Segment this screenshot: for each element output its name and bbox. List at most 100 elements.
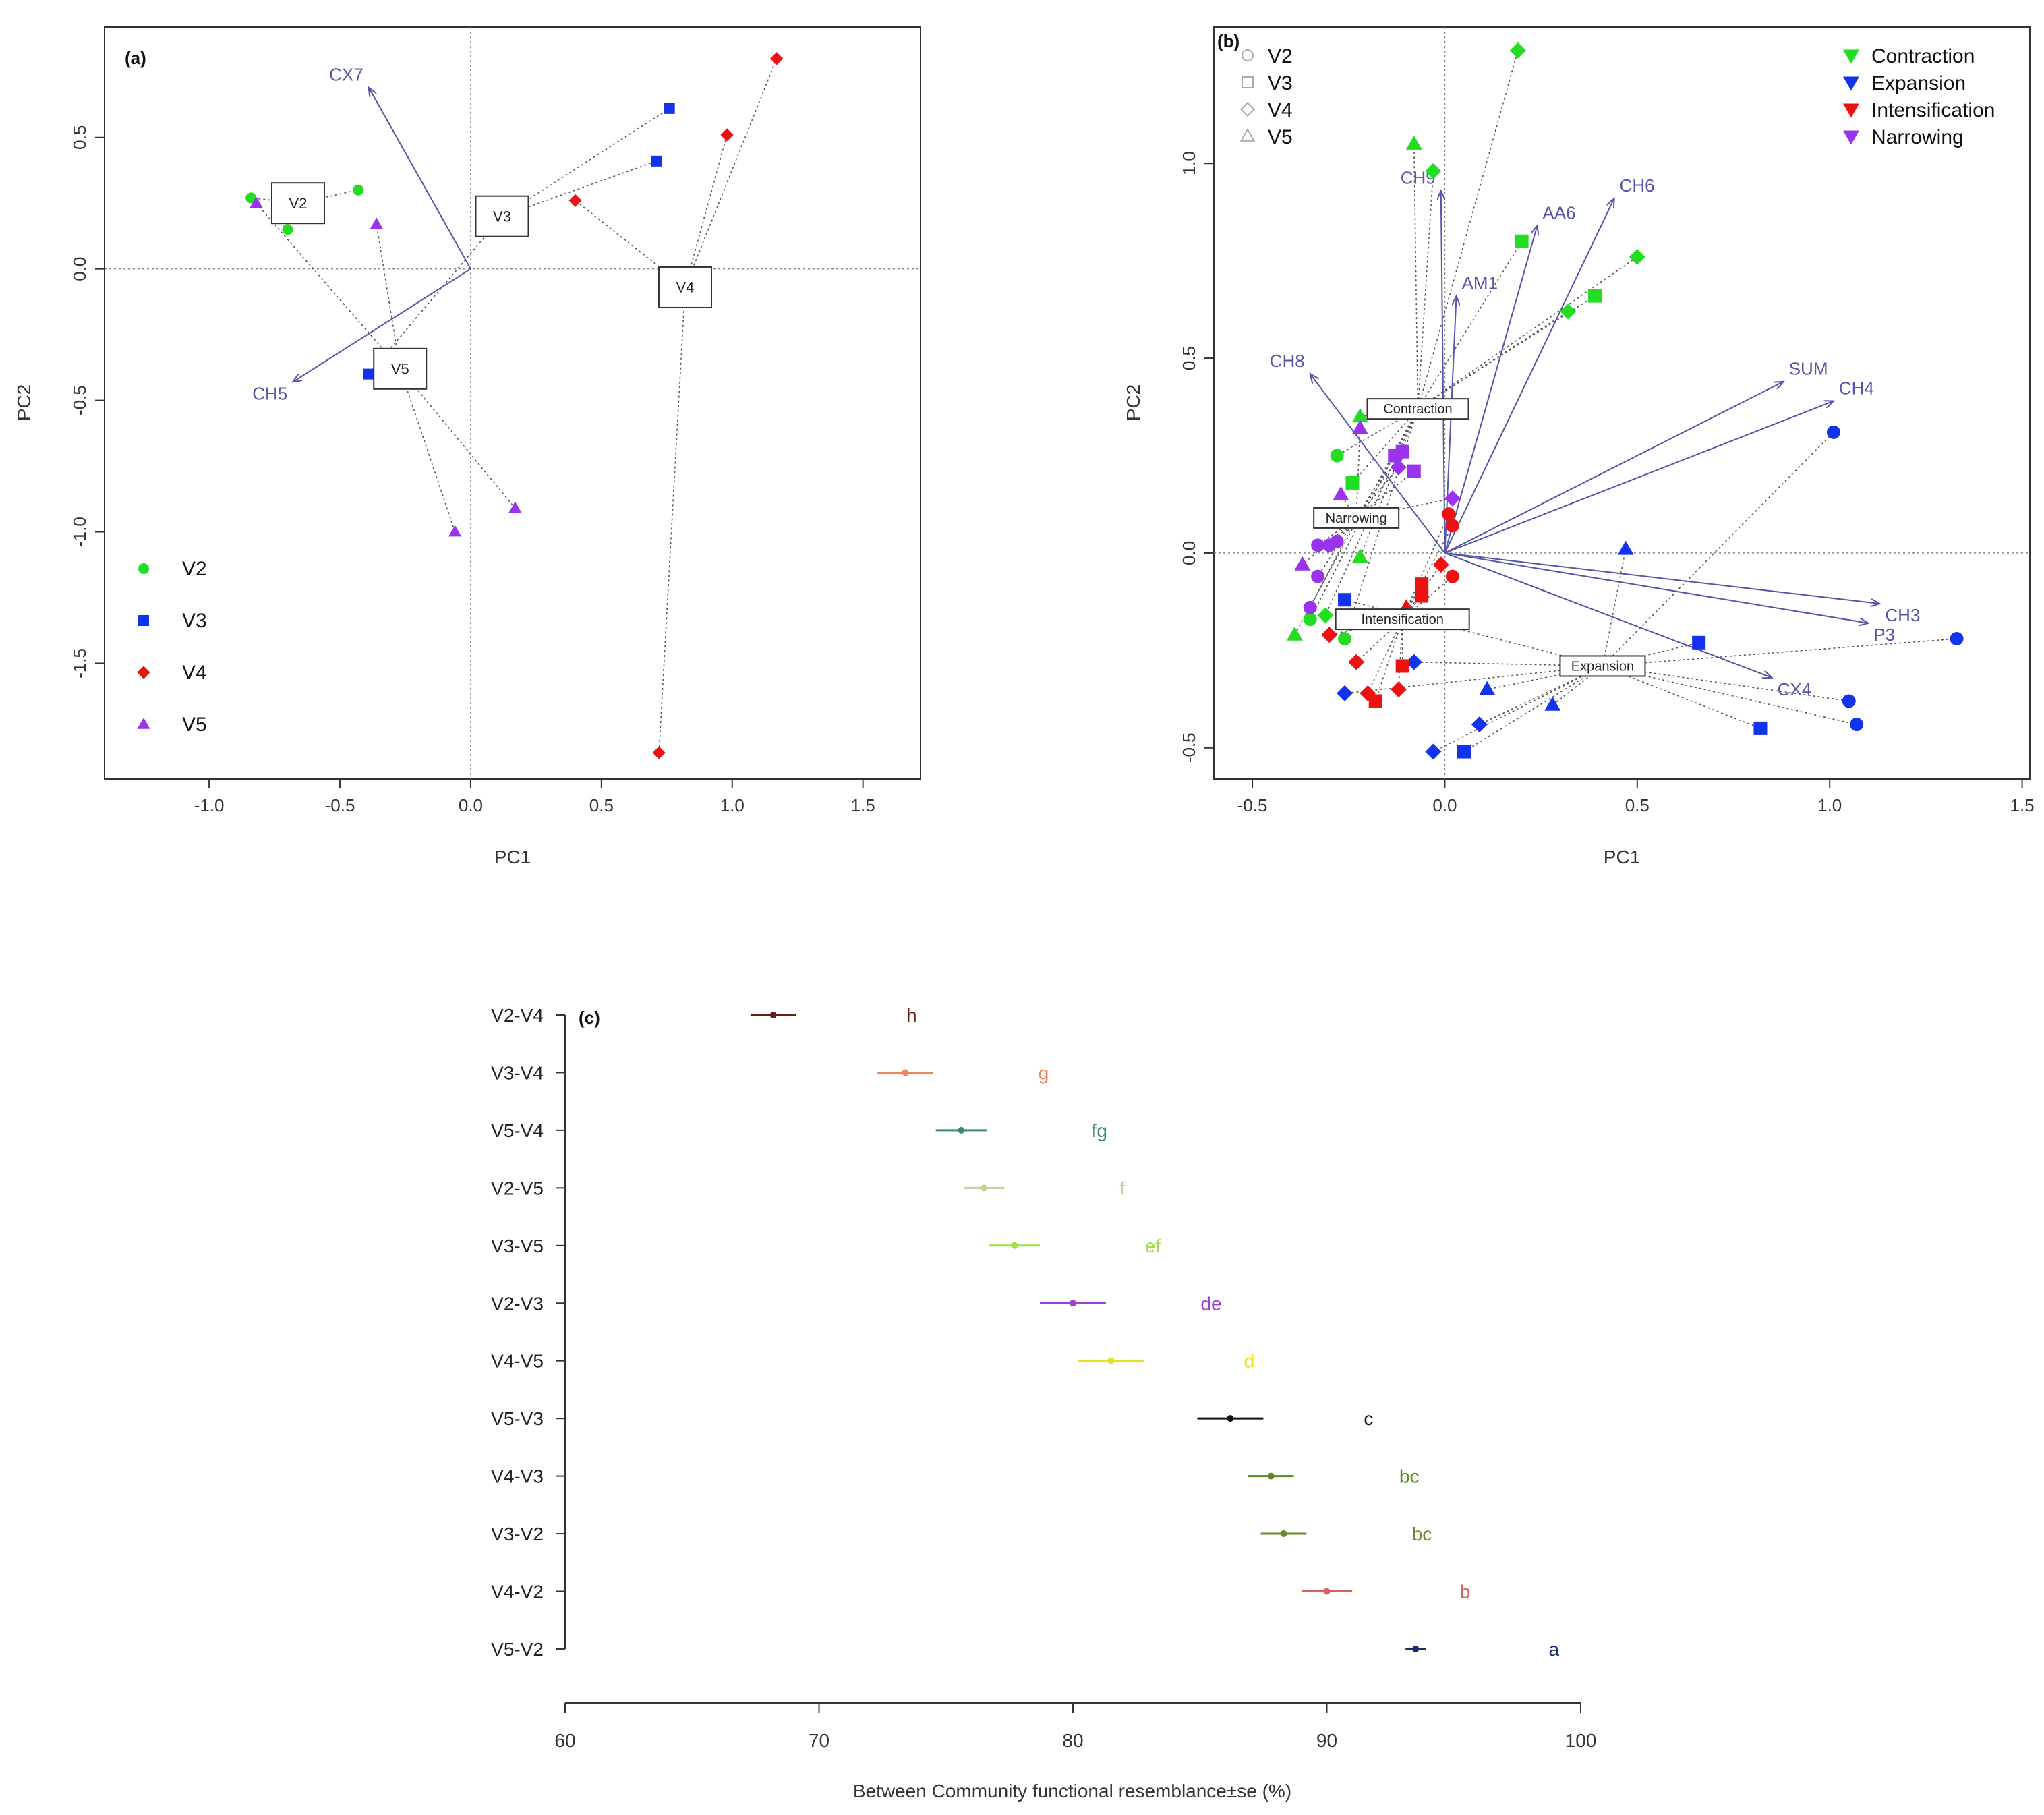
b-spider-line bbox=[1367, 618, 1403, 694]
b-point-intensification bbox=[1390, 681, 1407, 698]
panel-a-plot-frame bbox=[104, 26, 921, 780]
c-point bbox=[1280, 1530, 1287, 1538]
c-xtick-label: 80 bbox=[1062, 1730, 1083, 1751]
legend-shape-v5 bbox=[1239, 127, 1256, 142]
c-xtick-label: 100 bbox=[1565, 1730, 1597, 1751]
c-category-label: V5-V3 bbox=[491, 1408, 544, 1429]
panel-c-xlabel: Between Community functional resemblance… bbox=[853, 1781, 1291, 1802]
b-point-intensification bbox=[1348, 654, 1365, 670]
c-letter-label: de bbox=[1200, 1293, 1221, 1314]
legend-label-v3: V3 bbox=[182, 610, 207, 632]
b-point-narrowing bbox=[1444, 490, 1461, 507]
b-vector-ch6 bbox=[1444, 198, 1614, 554]
b-point-expansion bbox=[1544, 696, 1561, 711]
b-spider-line bbox=[1355, 451, 1403, 519]
b-spider-line bbox=[1432, 665, 1603, 753]
legend-shape-label: V5 bbox=[1268, 126, 1293, 148]
c-letter-label: fg bbox=[1092, 1120, 1107, 1141]
a-xtick-label: 1.5 bbox=[851, 795, 875, 815]
b-spider-line bbox=[1417, 171, 1434, 409]
a-spider-line bbox=[658, 287, 686, 753]
b-vector-label: CX4 bbox=[1778, 679, 1812, 699]
b-point-contraction bbox=[1317, 607, 1334, 624]
c-letter-label: bc bbox=[1412, 1524, 1432, 1545]
b-point-contraction bbox=[1515, 234, 1529, 248]
b-point-contraction bbox=[1509, 42, 1526, 59]
c-point bbox=[1070, 1300, 1076, 1307]
b-point-narrowing bbox=[1294, 556, 1311, 571]
b-ytick-label: 0.0 bbox=[1179, 541, 1199, 565]
b-vector-label: CH4 bbox=[1839, 378, 1874, 399]
b-point-intensification bbox=[1415, 589, 1429, 603]
b-point-intensification bbox=[1368, 694, 1382, 708]
b-spider-line bbox=[1356, 498, 1453, 519]
a-spider-line bbox=[502, 108, 670, 217]
c-category-label: V5-V4 bbox=[491, 1120, 544, 1141]
a-spider-line bbox=[684, 134, 728, 288]
b-point-narrowing bbox=[1303, 600, 1317, 614]
a-ytick-label: -1.5 bbox=[69, 648, 90, 679]
b-point-contraction bbox=[1351, 408, 1368, 423]
b-spider-line bbox=[1463, 665, 1603, 753]
b-point-expansion bbox=[1405, 654, 1422, 670]
b-point-expansion bbox=[1425, 743, 1442, 760]
c-xtick-label: 90 bbox=[1316, 1730, 1337, 1751]
a-point-v2 bbox=[245, 192, 257, 204]
c-point bbox=[1107, 1357, 1115, 1364]
b-point-expansion bbox=[1692, 635, 1706, 650]
b-spider-line bbox=[1355, 470, 1415, 519]
b-vector-cx4 bbox=[1444, 552, 1772, 678]
a-point-v3 bbox=[664, 103, 675, 114]
b-vector-ch8 bbox=[1310, 374, 1446, 554]
b-point-narrowing bbox=[1390, 459, 1407, 476]
c-point bbox=[958, 1126, 965, 1134]
a-centroid-label: V2 bbox=[289, 195, 308, 212]
a-vector-cx7 bbox=[369, 88, 471, 270]
c-letter-label: h bbox=[906, 1005, 917, 1026]
b-centroid-box bbox=[1313, 507, 1400, 529]
b-centroid-label: Intensification bbox=[1362, 612, 1444, 627]
b-point-contraction bbox=[1330, 449, 1344, 463]
b-spider-line bbox=[1355, 428, 1361, 518]
a-spider-line bbox=[376, 224, 401, 369]
b-spider-line bbox=[1413, 144, 1419, 409]
b-vector-label: P3 bbox=[1873, 625, 1895, 645]
legend-shape-label: V4 bbox=[1268, 99, 1293, 121]
b-point-narrowing bbox=[1330, 534, 1344, 548]
legend-label-v5: V5 bbox=[182, 714, 207, 736]
b-vector-ch3 bbox=[1444, 552, 1879, 604]
legend-group-label: Expansion bbox=[1871, 72, 1966, 94]
b-vector-label: CH3 bbox=[1885, 605, 1920, 625]
c-letter-label: b bbox=[1460, 1582, 1471, 1603]
b-vector-label: SUM bbox=[1789, 359, 1828, 379]
b-spider-line bbox=[1602, 548, 1627, 666]
b-point-narrowing bbox=[1407, 464, 1421, 478]
b-point-narrowing bbox=[1311, 569, 1325, 583]
b-spider-line bbox=[1374, 618, 1403, 701]
a-ytick-label: -1.0 bbox=[69, 517, 90, 547]
b-spider-line bbox=[1417, 241, 1523, 409]
legend-shape-v4 bbox=[1239, 101, 1256, 117]
a-ytick-label: 0.5 bbox=[69, 125, 90, 150]
b-point-intensification bbox=[1415, 577, 1429, 592]
a-spider-line bbox=[399, 368, 456, 532]
b-spider-line bbox=[1418, 311, 1569, 409]
legend-group-contraction bbox=[1843, 49, 1859, 64]
a-vector-label: CH5 bbox=[252, 383, 287, 403]
legend-group-narrowing bbox=[1843, 130, 1859, 145]
b-point-intensification bbox=[1445, 569, 1459, 583]
b-xtick-label: 1.0 bbox=[1817, 795, 1842, 815]
a-spider-line bbox=[256, 202, 401, 370]
a-centroid-box bbox=[373, 347, 428, 390]
panel-b-pca-biplot: (b) PC1 PC2 -0.5 0.0 0.5 1.0 1.5 -0.5 0.0 0.5 1.… bbox=[1123, 26, 2035, 867]
legend-label-v4: V4 bbox=[182, 662, 207, 684]
c-letter-label: d bbox=[1244, 1351, 1255, 1372]
b-vector-p3 bbox=[1444, 552, 1868, 623]
a-point-v2 bbox=[353, 184, 364, 196]
c-point bbox=[1323, 1588, 1331, 1595]
b-centroid-box bbox=[1335, 608, 1470, 631]
a-xtick-label: 0.5 bbox=[589, 795, 614, 815]
b-spider-line bbox=[1479, 665, 1603, 725]
b-point-expansion bbox=[1950, 632, 1964, 646]
a-xtick-label: -1.0 bbox=[194, 795, 225, 815]
